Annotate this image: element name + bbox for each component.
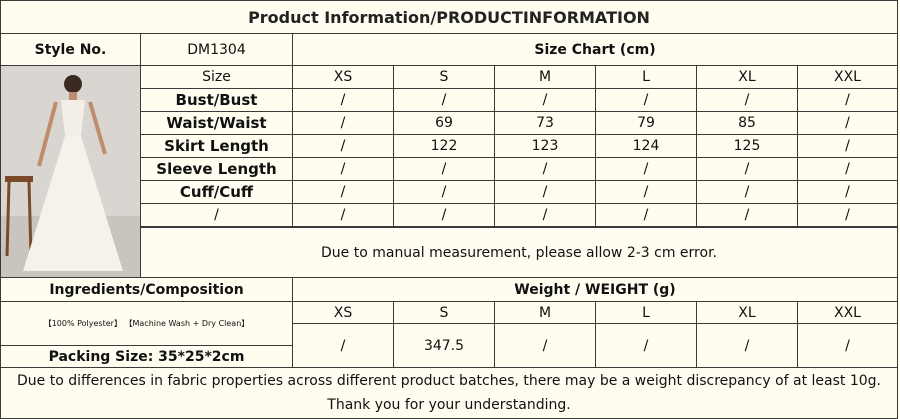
size-header: S xyxy=(393,65,495,89)
weight-size: L xyxy=(595,301,697,324)
size-value: 85 xyxy=(696,111,798,135)
size-value: / xyxy=(696,180,798,204)
packing-size: Packing Size: 35*25*2cm xyxy=(0,345,293,368)
size-value: / xyxy=(696,88,798,112)
size-header: XL xyxy=(696,65,798,89)
footer: Due to differences in fabric properties … xyxy=(0,367,898,419)
weight-size: S xyxy=(393,301,495,324)
size-value: / xyxy=(292,88,394,112)
size-value: / xyxy=(797,203,898,227)
size-value: / xyxy=(393,203,495,227)
size-value: 124 xyxy=(595,134,697,158)
product-photo xyxy=(1,66,140,277)
weight-value: / xyxy=(292,323,394,368)
size-value: / xyxy=(393,157,495,181)
size-value: / xyxy=(494,88,596,112)
weight-title: Weight / WEIGHT (g) xyxy=(292,277,898,302)
size-value: 122 xyxy=(393,134,495,158)
weight-value: / xyxy=(595,323,697,368)
footer-line: Due to differences in fabric properties … xyxy=(16,373,881,389)
size-header: XXL xyxy=(797,65,898,89)
weight-size: M xyxy=(494,301,596,324)
size-chart-title: Size Chart (cm) xyxy=(292,33,898,66)
size-value: / xyxy=(595,157,697,181)
size-value: / xyxy=(797,157,898,181)
style-label: Style No. xyxy=(0,33,141,66)
size-value: / xyxy=(393,88,495,112)
size-value: / xyxy=(797,180,898,204)
row-label: Cuff/Cuff xyxy=(140,180,293,204)
size-value: / xyxy=(797,134,898,158)
size-value: / xyxy=(292,180,394,204)
size-value: / xyxy=(494,180,596,204)
size-value: 125 xyxy=(696,134,798,158)
row-label: Sleeve Length xyxy=(140,157,293,181)
size-value: / xyxy=(292,203,394,227)
size-value: / xyxy=(393,180,495,204)
row-label: / xyxy=(140,203,293,227)
size-header: L xyxy=(595,65,697,89)
weight-value: / xyxy=(696,323,798,368)
weight-value: 347.5 xyxy=(393,323,495,368)
size-value: 73 xyxy=(494,111,596,135)
size-value: / xyxy=(292,157,394,181)
size-value: / xyxy=(494,203,596,227)
size-value: / xyxy=(292,134,394,158)
size-header: XS xyxy=(292,65,394,89)
size-value: 79 xyxy=(595,111,697,135)
size-value: / xyxy=(797,88,898,112)
weight-size: XL xyxy=(696,301,798,324)
size-value: / xyxy=(595,88,697,112)
weight-size: XXL xyxy=(797,301,898,324)
size-header: M xyxy=(494,65,596,89)
weight-value: / xyxy=(494,323,596,368)
row-label: Bust/Bust xyxy=(140,88,293,112)
size-value: / xyxy=(595,203,697,227)
weight-value: / xyxy=(797,323,898,368)
row-label: Waist/Waist xyxy=(140,111,293,135)
style-number: DM1304 xyxy=(140,33,293,66)
size-header: Size xyxy=(140,65,293,89)
size-value: / xyxy=(696,203,798,227)
size-value: / xyxy=(797,111,898,135)
size-value: / xyxy=(696,157,798,181)
footer-line: Thank you for your understanding. xyxy=(327,397,571,413)
size-value: 69 xyxy=(393,111,495,135)
row-label: Skirt Length xyxy=(140,134,293,158)
ingredients-label: Ingredients/Composition xyxy=(0,277,293,302)
sheet-title: Product Information/PRODUCTINFORMATION xyxy=(0,0,898,34)
size-value: / xyxy=(494,157,596,181)
size-value: / xyxy=(595,180,697,204)
weight-size: XS xyxy=(292,301,394,324)
size-value: 123 xyxy=(494,134,596,158)
measurement-note: Due to manual measurement, please allow … xyxy=(140,227,898,278)
size-value: / xyxy=(292,111,394,135)
composition: 【100% Polyester】 【Machine Wash + Dry Cle… xyxy=(0,301,293,346)
